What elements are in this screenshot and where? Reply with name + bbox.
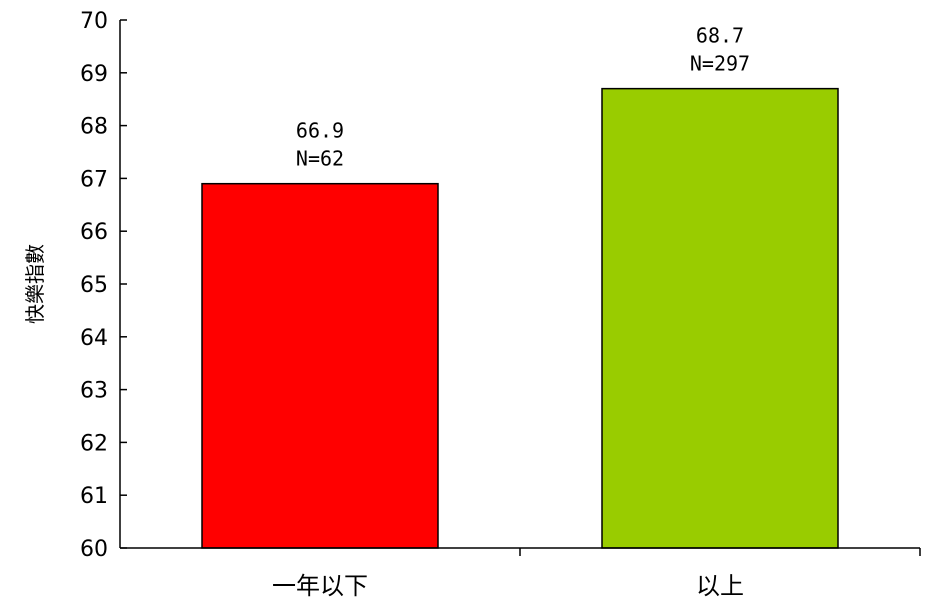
- x-category-label: 以上: [696, 572, 744, 600]
- y-ticks-group: 60 61 62 63 64 65 66 67 68 69 70: [80, 9, 127, 562]
- y-tick-label: 63: [80, 379, 108, 404]
- y-tick-label: 68: [80, 115, 108, 140]
- y-tick-label: 61: [80, 484, 108, 509]
- y-tick-label: 64: [80, 326, 108, 351]
- y-tick-label: 70: [80, 9, 108, 34]
- bar: [601, 87, 839, 549]
- bar: [201, 182, 439, 549]
- y-tick-label: 66: [80, 220, 108, 245]
- bar-n-label: N=62: [296, 147, 344, 171]
- x-ticks-group: 一年以下 以上: [272, 548, 921, 600]
- y-axis-title: 快樂指數: [23, 244, 47, 324]
- x-category-label: 一年以下: [272, 572, 368, 600]
- y-tick-label: 67: [80, 167, 108, 192]
- bar-value-label: 68.7: [696, 24, 744, 48]
- y-tick-label: 62: [80, 431, 108, 456]
- y-tick-label: 69: [80, 62, 108, 87]
- bar-value-label: 66.9: [296, 119, 344, 143]
- y-tick-label: 60: [80, 537, 108, 562]
- y-tick-label: 65: [80, 273, 108, 298]
- bar-n-label: N=297: [690, 52, 750, 76]
- data-labels-group: 66.9 N=62 68.7 N=297: [296, 24, 750, 171]
- bars-group: [201, 87, 839, 549]
